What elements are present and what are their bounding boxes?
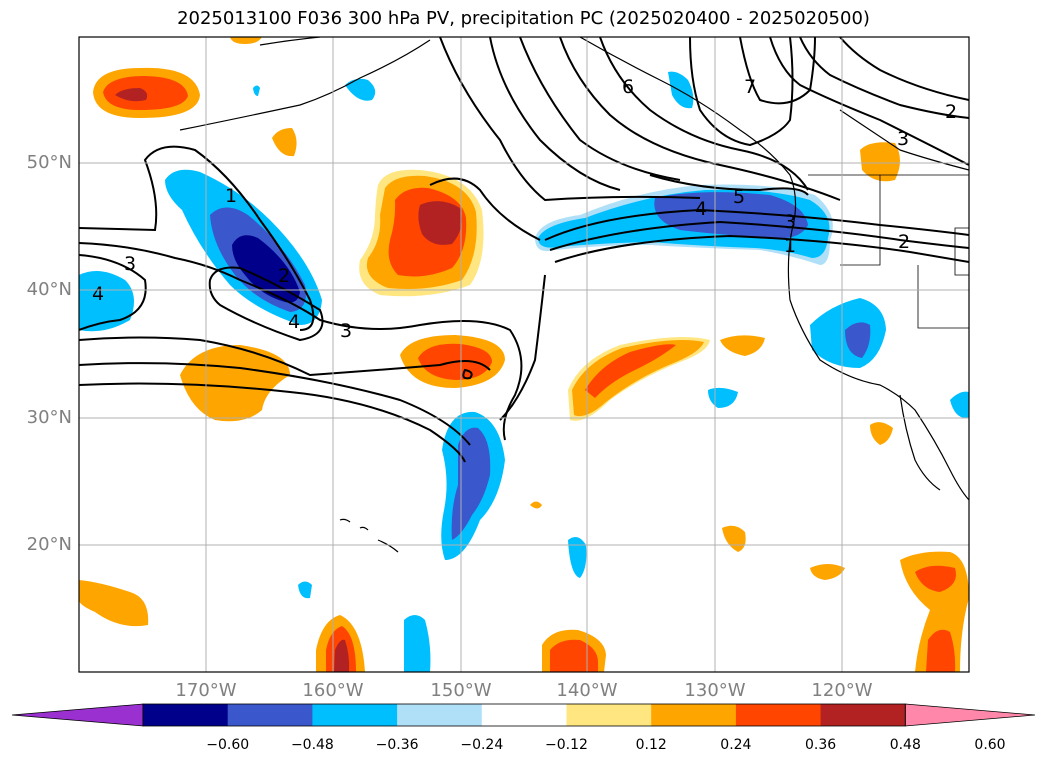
colorbar-tick-label: −0.60 <box>206 737 250 753</box>
contour-label: 4 <box>92 283 104 305</box>
contour-label: 7 <box>744 76 756 98</box>
contour-label: 4 <box>288 311 300 333</box>
contour-label: 3 <box>340 320 352 342</box>
colorbar-extend-high <box>904 703 1036 727</box>
colorbar-segment <box>735 704 822 726</box>
lat-label: 40°N <box>26 279 72 300</box>
colorbar <box>11 703 1036 727</box>
colorbar-tick-label: −0.12 <box>545 737 588 753</box>
colorbar-segment <box>566 704 652 726</box>
lon-label: 170°W <box>175 680 237 701</box>
contour-label-group: 1 2 3 4 4 3 4 5 3 1 2 6 7 3 2 <box>92 76 957 342</box>
contour-label: 1 <box>784 235 796 257</box>
coastlines <box>179 37 969 553</box>
graticule <box>79 37 969 672</box>
pv-contours <box>79 37 969 463</box>
colorbar-segment <box>143 704 229 726</box>
precip-shading <box>79 37 969 672</box>
lat-label: 50°N <box>26 152 72 173</box>
contour-label: 1 <box>225 185 237 207</box>
colorbar-tick-label: 0.12 <box>635 737 667 753</box>
lon-label: 130°W <box>684 680 746 701</box>
colorbar-tick-label: −0.36 <box>375 737 419 753</box>
colorbar-tick-label: 0.60 <box>974 737 1006 753</box>
lon-label: 160°W <box>302 680 364 701</box>
contour-label: 3 <box>124 253 136 275</box>
lon-label: 150°W <box>430 680 492 701</box>
lat-label: 30°N <box>26 407 72 428</box>
colorbar-segment <box>481 704 567 726</box>
lon-label: 140°W <box>556 680 618 701</box>
colorbar-segment <box>312 704 398 726</box>
contour-label: 3 <box>897 128 909 150</box>
lat-label: 20°N <box>26 534 72 555</box>
contour-label: 2 <box>945 101 957 123</box>
colorbar-segment <box>397 704 483 726</box>
colorbar-tick-label: 0.48 <box>889 737 921 753</box>
colorbar-tick-label: −0.24 <box>460 737 504 753</box>
map-frame <box>78 36 970 673</box>
colorbar-tick-label: 0.24 <box>720 737 752 753</box>
colorbar-extend-low <box>11 703 144 727</box>
contour-label: 3 <box>784 211 796 233</box>
contour-label: 4 <box>695 198 707 220</box>
colorbar-segment <box>227 704 313 726</box>
contour-label: 6 <box>622 76 634 98</box>
contour-label: 2 <box>278 265 290 287</box>
lon-label: 120°W <box>811 680 873 701</box>
contour-label: 2 <box>898 231 910 253</box>
colorbar-segment <box>820 704 906 726</box>
contour-label: 5 <box>733 186 745 208</box>
colorbar-segment <box>651 704 737 726</box>
colorbar-tick-label: 0.36 <box>805 737 837 753</box>
colorbar-tick-label: −0.48 <box>290 737 334 753</box>
map-title: 2025013100 F036 300 hPa PV, precipitatio… <box>177 8 870 29</box>
